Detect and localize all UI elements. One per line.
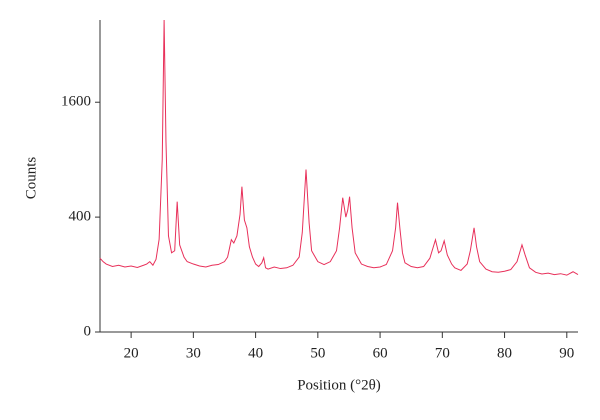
x-tick-label: 40 <box>248 345 263 361</box>
x-tick-label: 20 <box>124 345 139 361</box>
y-tick-label: 400 <box>69 209 92 225</box>
x-axis-label: Position (°2θ) <box>297 377 381 393</box>
y-tick-label: 0 <box>84 323 92 339</box>
y-axis-label: Counts <box>23 157 39 200</box>
x-tick-label: 70 <box>435 345 450 361</box>
y-tick-label: 1600 <box>61 94 91 110</box>
x-tick-label: 90 <box>559 345 574 361</box>
x-tick-label: 60 <box>373 345 388 361</box>
x-tick-label: 30 <box>186 345 201 361</box>
x-tick-label: 80 <box>497 345 512 361</box>
pattern-line <box>99 19 579 276</box>
x-tick-label: 50 <box>310 345 325 361</box>
